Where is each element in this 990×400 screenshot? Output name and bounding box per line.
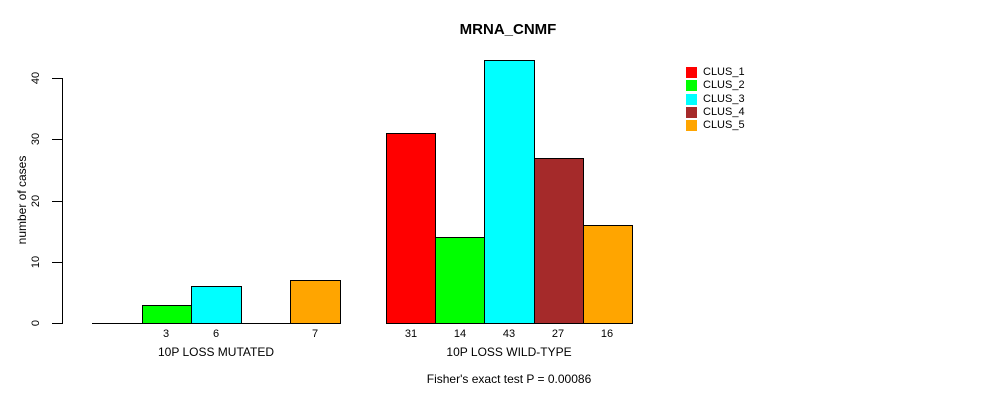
group-label: 10P LOSS WILD-TYPE [446,345,572,359]
legend-label: CLUS_4 [703,106,745,118]
legend-label: CLUS_5 [703,119,745,131]
legend-label: CLUS_2 [703,79,745,91]
bar-clus_4 [534,158,584,324]
bar-value-label: 3 [162,328,170,340]
bar-clus_2 [435,237,485,324]
y-tick-label: 40 [30,71,42,85]
bar-value-label: 7 [311,328,319,340]
fisher-test-note: Fisher's exact test P = 0.00086 [426,372,592,386]
legend-label: CLUS_3 [703,93,745,105]
y-tick [52,262,63,263]
legend-swatch-clus_3 [686,94,697,105]
y-tick-label: 30 [30,132,42,146]
y-tick-label: 20 [30,194,42,208]
bar-value-label: 14 [453,328,467,340]
y-tick [52,139,63,140]
y-tick [52,323,63,324]
legend-swatch-clus_4 [686,107,697,118]
bar-value-label: 31 [404,328,418,340]
bar-clus_1 [386,133,436,324]
bar-value-label: 6 [212,328,220,340]
bar-clus_2 [142,305,192,324]
y-tick-label: 10 [30,255,42,269]
bar-value-label: 16 [600,328,614,340]
bar-value-label: 43 [502,328,516,340]
y-axis-title: number of cases [15,155,29,245]
legend-label: CLUS_1 [703,66,745,78]
group-label: 10P LOSS MUTATED [157,345,275,359]
bar-clus_5 [583,225,633,324]
bar-clus_3 [191,286,242,324]
legend-swatch-clus_2 [686,80,697,91]
legend-swatch-clus_5 [686,120,697,131]
bar-clus_3 [484,60,535,324]
y-tick [52,201,63,202]
bar-clus_5 [290,280,341,324]
y-tick [52,78,63,79]
y-tick-label: 0 [30,319,42,327]
bar-value-label: 27 [551,328,565,340]
legend-swatch-clus_1 [686,67,697,78]
chart-title: MRNA_CNMF [459,21,557,38]
